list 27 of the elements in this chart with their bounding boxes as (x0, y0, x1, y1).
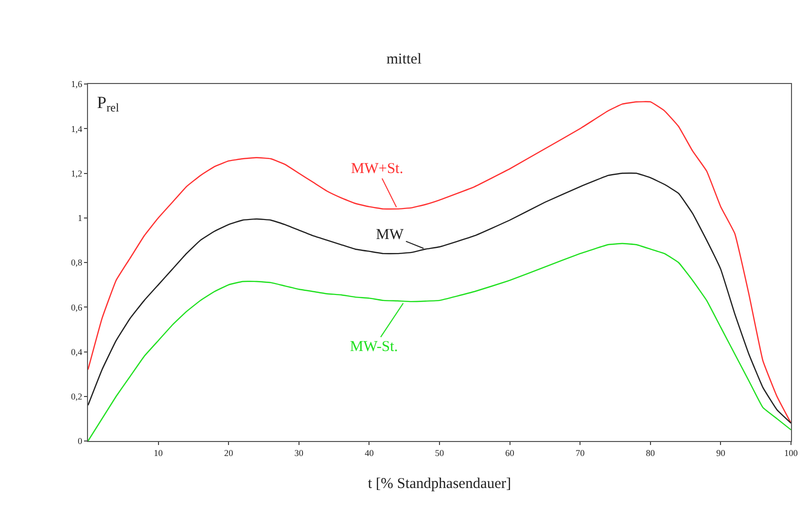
y-tick-label: 0 (78, 436, 83, 446)
y-tick-label: 0,6 (70, 302, 83, 312)
y-tick-label: 0,2 (70, 392, 82, 402)
x-tick-label: 40 (364, 448, 374, 458)
chart-title: mittel (386, 51, 422, 68)
x-tick-label: 50 (435, 448, 444, 458)
x-tick-label: 10 (154, 448, 164, 458)
line-series (88, 242, 791, 441)
y-tick-label: 1 (78, 213, 82, 224)
annotation: MW-St. (350, 339, 398, 355)
x-tick-label: 30 (294, 448, 304, 458)
y-tick-label: 1,4 (70, 124, 83, 134)
x-tick-label: 80 (646, 448, 656, 458)
x-axis-title: t [% Standphasendauer] (368, 476, 512, 492)
y-tick-label: 0,8 (70, 258, 83, 268)
line-series (88, 172, 791, 424)
y-tick-label: 1,6 (70, 79, 83, 90)
x-tick-label: 60 (505, 448, 515, 458)
x-tick-label: 70 (576, 448, 586, 458)
x-tick-label: 90 (716, 448, 726, 458)
x-tick-label: 20 (224, 448, 234, 458)
y-tick-label: 0,4 (70, 346, 83, 357)
y-axis-title: P$_{rel}$ (97, 93, 120, 115)
annotation: MW+St. (351, 161, 404, 177)
y-tick-label: 1,2 (70, 168, 82, 178)
annotation: MW (376, 227, 404, 243)
x-tick-label: 100 (784, 448, 798, 458)
